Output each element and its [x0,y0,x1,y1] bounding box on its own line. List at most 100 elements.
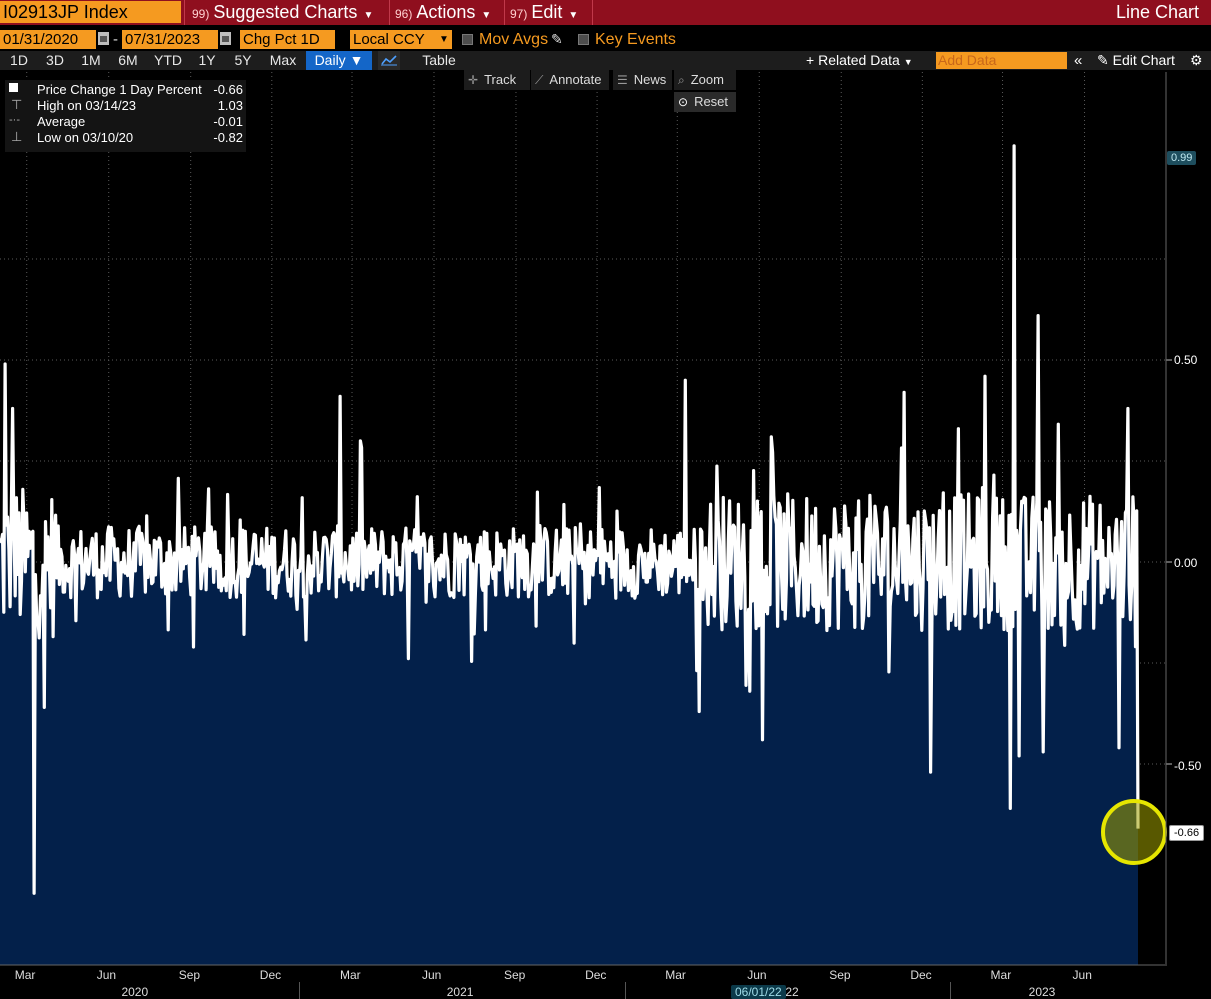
pencil-icon: ✎ [1097,52,1109,68]
range-3d[interactable]: 3D [46,52,64,68]
legend-panel: Price Change 1 Day Percent -0.66 ⊤ High … [5,80,246,152]
actions-menu[interactable]: 96) Actions ▼ [389,0,491,25]
pencil-icon[interactable]: ✎ [551,31,563,47]
suggested-charts-menu[interactable]: 99) Suggested Charts ▼ [186,0,373,25]
high-marker-icon: ⊤ [11,97,23,112]
end-date-field[interactable]: 07/31/2023 [122,30,218,49]
x-month-label: Dec [585,968,607,982]
calendar-icon[interactable] [220,32,231,45]
collapse-double-chevron-icon[interactable]: « [1074,52,1083,69]
last-value-badge: -0.66 [1169,825,1205,841]
legend-low-label: Low on 03/10/20 [37,130,134,145]
track-tool[interactable]: ✛ Track [464,70,530,90]
mov-avgs-checkbox[interactable] [462,34,473,45]
range-5y[interactable]: 5Y [234,52,252,68]
menu-label: Suggested Charts [213,2,358,22]
x-month-label: Mar [14,968,36,982]
y-tick-label: 0.50 [1174,353,1198,367]
y-axis [1166,359,1172,765]
annotate-label: Annotate [549,72,602,87]
series-swatch[interactable] [9,83,18,92]
x-month-label: Jun [421,968,442,982]
legend-average-value: -0.01 [213,114,243,129]
x-year-label: 2021 [446,985,474,999]
reset-icon: ⊙ [678,95,689,109]
table-button[interactable]: Table [422,52,456,68]
x-month-label: Jun [96,968,117,982]
edit-menu[interactable]: 97) Edit ▼ [504,0,578,25]
annotate-tool[interactable]: ⟋ Annotate [531,70,609,90]
range-bar [0,51,1211,70]
frequency-selector[interactable]: Daily ▼ [306,51,372,70]
add-data-input[interactable]: Add Data [936,52,1067,69]
y-tick-label: -0.50 [1174,759,1202,773]
series-line [0,144,1140,895]
range-1d[interactable]: 1D [10,52,28,68]
key-events-checkbox[interactable] [578,34,589,45]
chart-type-title: Line Chart [1115,2,1199,22]
caret-down-icon: ▼ [903,57,913,67]
frequency-label: Daily [314,52,346,68]
x-year-label: 2023 [1028,985,1056,999]
legend-average-label: Average [37,114,86,129]
menu-label: Edit [531,2,563,22]
news-icon: ☰ [617,73,628,87]
date-separator: - [113,31,118,48]
x-month-label: Mar [665,968,686,982]
edit-chart-label: Edit Chart [1112,52,1175,68]
related-data-label: Related Data [818,52,900,68]
reset-label: Reset [694,94,729,109]
range-6m[interactable]: 6M [118,52,138,68]
caret-down-icon: ▼ [349,52,364,68]
reset-button[interactable]: ⊙ Reset [674,92,736,112]
x-month-label: Mar [990,968,1012,982]
mov-avgs-label[interactable]: Mov Avgs [479,31,549,48]
caret-down-icon: ▼ [568,10,579,21]
year-separator [949,982,951,999]
x-year-label: 2020 [121,985,149,999]
x-month-label: Sep [178,968,201,982]
year-separator [299,982,301,999]
x-month-label: Dec [259,968,282,982]
related-data-button[interactable]: + Related Data ▼ [806,51,913,70]
x-month-label: Jun [1072,968,1092,982]
news-tool[interactable]: ☰ News [613,70,672,90]
menu-number: 99) [192,7,210,21]
gear-icon[interactable]: ⚙ [1190,52,1203,68]
start-date-field[interactable]: 01/31/2020 [0,30,96,49]
menu-number: 96) [395,7,413,21]
range-1y[interactable]: 1Y [198,52,216,68]
news-label: News [633,72,667,87]
track-label: Track [484,72,517,87]
max-value-badge: 0.99 [1167,151,1197,165]
legend-high-label: High on 03/14/23 [37,98,137,113]
range-1m[interactable]: 1M [81,52,101,68]
caret-down-icon[interactable]: ▼ [439,34,449,45]
legend-series-name: Price Change 1 Day Percent [37,82,202,97]
menu-label: Actions [416,2,476,22]
year-separator [624,982,626,999]
x-month-label: Sep [829,968,851,982]
legend-high-value: 1.03 [217,98,243,113]
x-month-label: Jun [747,968,767,982]
x-month-label: Mar [340,968,361,982]
caret-down-icon: ▼ [481,10,492,21]
key-events-label[interactable]: Key Events [595,31,676,48]
ticker-field[interactable]: I02913JP Index [0,1,181,23]
plus-icon: + [806,52,815,68]
legend-low-value: -0.82 [213,130,243,145]
title-bar [0,0,1211,25]
line-chart-icon[interactable] [378,51,400,70]
edit-chart-button[interactable]: ✎ Edit Chart [1097,51,1175,70]
calendar-icon[interactable] [98,32,109,45]
currency-selector[interactable]: Local CCY [350,30,452,49]
low-marker-icon: ⊥ [11,129,23,144]
range-max[interactable]: Max [269,52,297,68]
range-ytd[interactable]: YTD [154,52,182,68]
caret-down-icon: ▼ [363,10,374,21]
annotate-icon: ⟋ [535,73,544,87]
field-selector[interactable]: Chg Pct 1D [240,30,335,49]
zoom-label: Zoom [690,72,724,87]
zoom-tool[interactable]: ⌕ Zoom [674,70,736,90]
